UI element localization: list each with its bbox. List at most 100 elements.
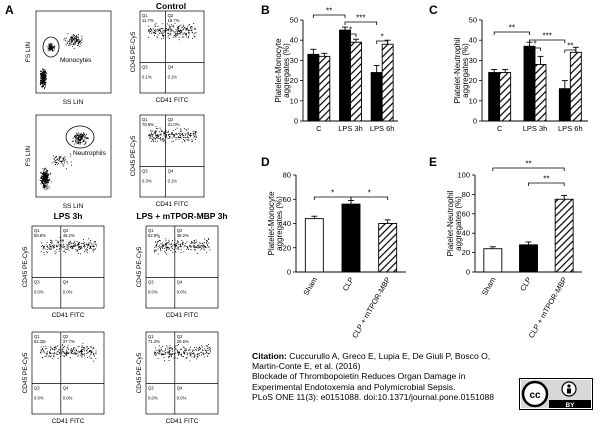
event-dot (80, 136, 82, 138)
event-dot (45, 85, 46, 87)
event-dot (45, 70, 47, 72)
event-dot (177, 29, 179, 30)
event-dot (41, 181, 42, 183)
quadrant-pct-q2: 21.0% (168, 122, 180, 127)
event-dot (79, 143, 81, 145)
event-dot (57, 158, 58, 160)
event-dot (179, 137, 181, 138)
event-dot (56, 162, 58, 163)
event-dot (81, 247, 83, 249)
event-dot (163, 134, 165, 136)
event-dot (178, 27, 180, 29)
event-dot (198, 242, 200, 244)
event-dot (168, 29, 169, 31)
event-dot (66, 40, 68, 42)
event-dot (203, 242, 205, 243)
event-dot (203, 247, 205, 249)
event-dot (162, 353, 164, 355)
significance-label: * (349, 26, 352, 35)
event-dot (44, 356, 46, 357)
event-dot (45, 175, 47, 177)
event-dot (70, 161, 72, 163)
event-dot (43, 177, 44, 179)
event-dot (178, 136, 179, 138)
event-dot (44, 187, 46, 189)
event-dot (181, 32, 183, 33)
event-dot (171, 29, 173, 31)
event-dot (155, 30, 156, 32)
event-dot (58, 242, 59, 244)
y-tick-label: 20 (462, 248, 470, 257)
event-dot (174, 357, 176, 359)
event-dot (77, 250, 78, 252)
event-dot (81, 135, 83, 137)
event-dot (156, 30, 158, 32)
event-dot (169, 27, 171, 28)
event-dot (167, 351, 169, 353)
significance-bracket (344, 21, 378, 25)
event-dot (54, 45, 55, 47)
event-dot (84, 135, 86, 137)
event-dot (41, 83, 43, 84)
event-dot (44, 175, 45, 177)
event-dot (51, 43, 53, 45)
event-dot (72, 248, 74, 249)
event-dot (205, 246, 206, 248)
event-dot (54, 250, 56, 252)
event-dot (75, 37, 77, 39)
event-dot (92, 249, 94, 251)
y-axis-label-line2: aggregates (%) (282, 43, 291, 98)
event-dot (70, 38, 72, 40)
x-label-cd41: CD41 FITC (166, 418, 199, 425)
event-dot (176, 30, 178, 32)
event-dot (82, 135, 83, 136)
event-dot (79, 246, 81, 248)
event-dot (71, 36, 73, 38)
event-dot (54, 349, 56, 351)
event-dot (190, 135, 191, 136)
event-dot (195, 137, 197, 138)
event-dot (197, 356, 199, 358)
event-dot (188, 133, 190, 135)
event-dot (43, 79, 45, 81)
event-dot (55, 251, 57, 253)
event-dot (68, 243, 70, 245)
event-dot (197, 347, 199, 349)
event-dot (51, 47, 52, 48)
event-dot (173, 140, 175, 142)
event-dot (183, 28, 184, 30)
event-dot (86, 250, 88, 252)
event-dot (93, 360, 95, 362)
quadrant-label-q3: Q3 (148, 280, 154, 285)
event-dot (205, 350, 206, 351)
event-dot (194, 347, 195, 348)
event-dot (177, 242, 179, 244)
event-dot (162, 247, 163, 249)
event-dot (45, 178, 47, 180)
event-dot (40, 175, 42, 177)
quadrant-pct-q3: 0.0% (148, 396, 158, 401)
event-dot (190, 133, 192, 134)
event-dot (64, 353, 66, 355)
panel-letter-a: A (5, 3, 14, 17)
event-dot (69, 43, 71, 44)
event-dot (42, 348, 43, 350)
event-dot (73, 245, 75, 247)
quadrant-label-q2: Q2 (168, 13, 174, 18)
event-dot (170, 31, 172, 32)
event-dot (172, 132, 173, 134)
event-dot (184, 27, 186, 29)
event-dot (202, 349, 203, 351)
event-dot (174, 243, 176, 245)
event-dot (91, 350, 92, 352)
event-dot (169, 350, 171, 352)
event-dot (63, 251, 65, 252)
event-dot (43, 174, 45, 176)
event-dot (40, 180, 42, 182)
event-dot (162, 345, 164, 347)
event-dot (46, 173, 48, 175)
event-dot (188, 350, 190, 351)
event-dot (179, 352, 180, 354)
event-dot (63, 355, 65, 356)
event-dot (45, 73, 47, 75)
